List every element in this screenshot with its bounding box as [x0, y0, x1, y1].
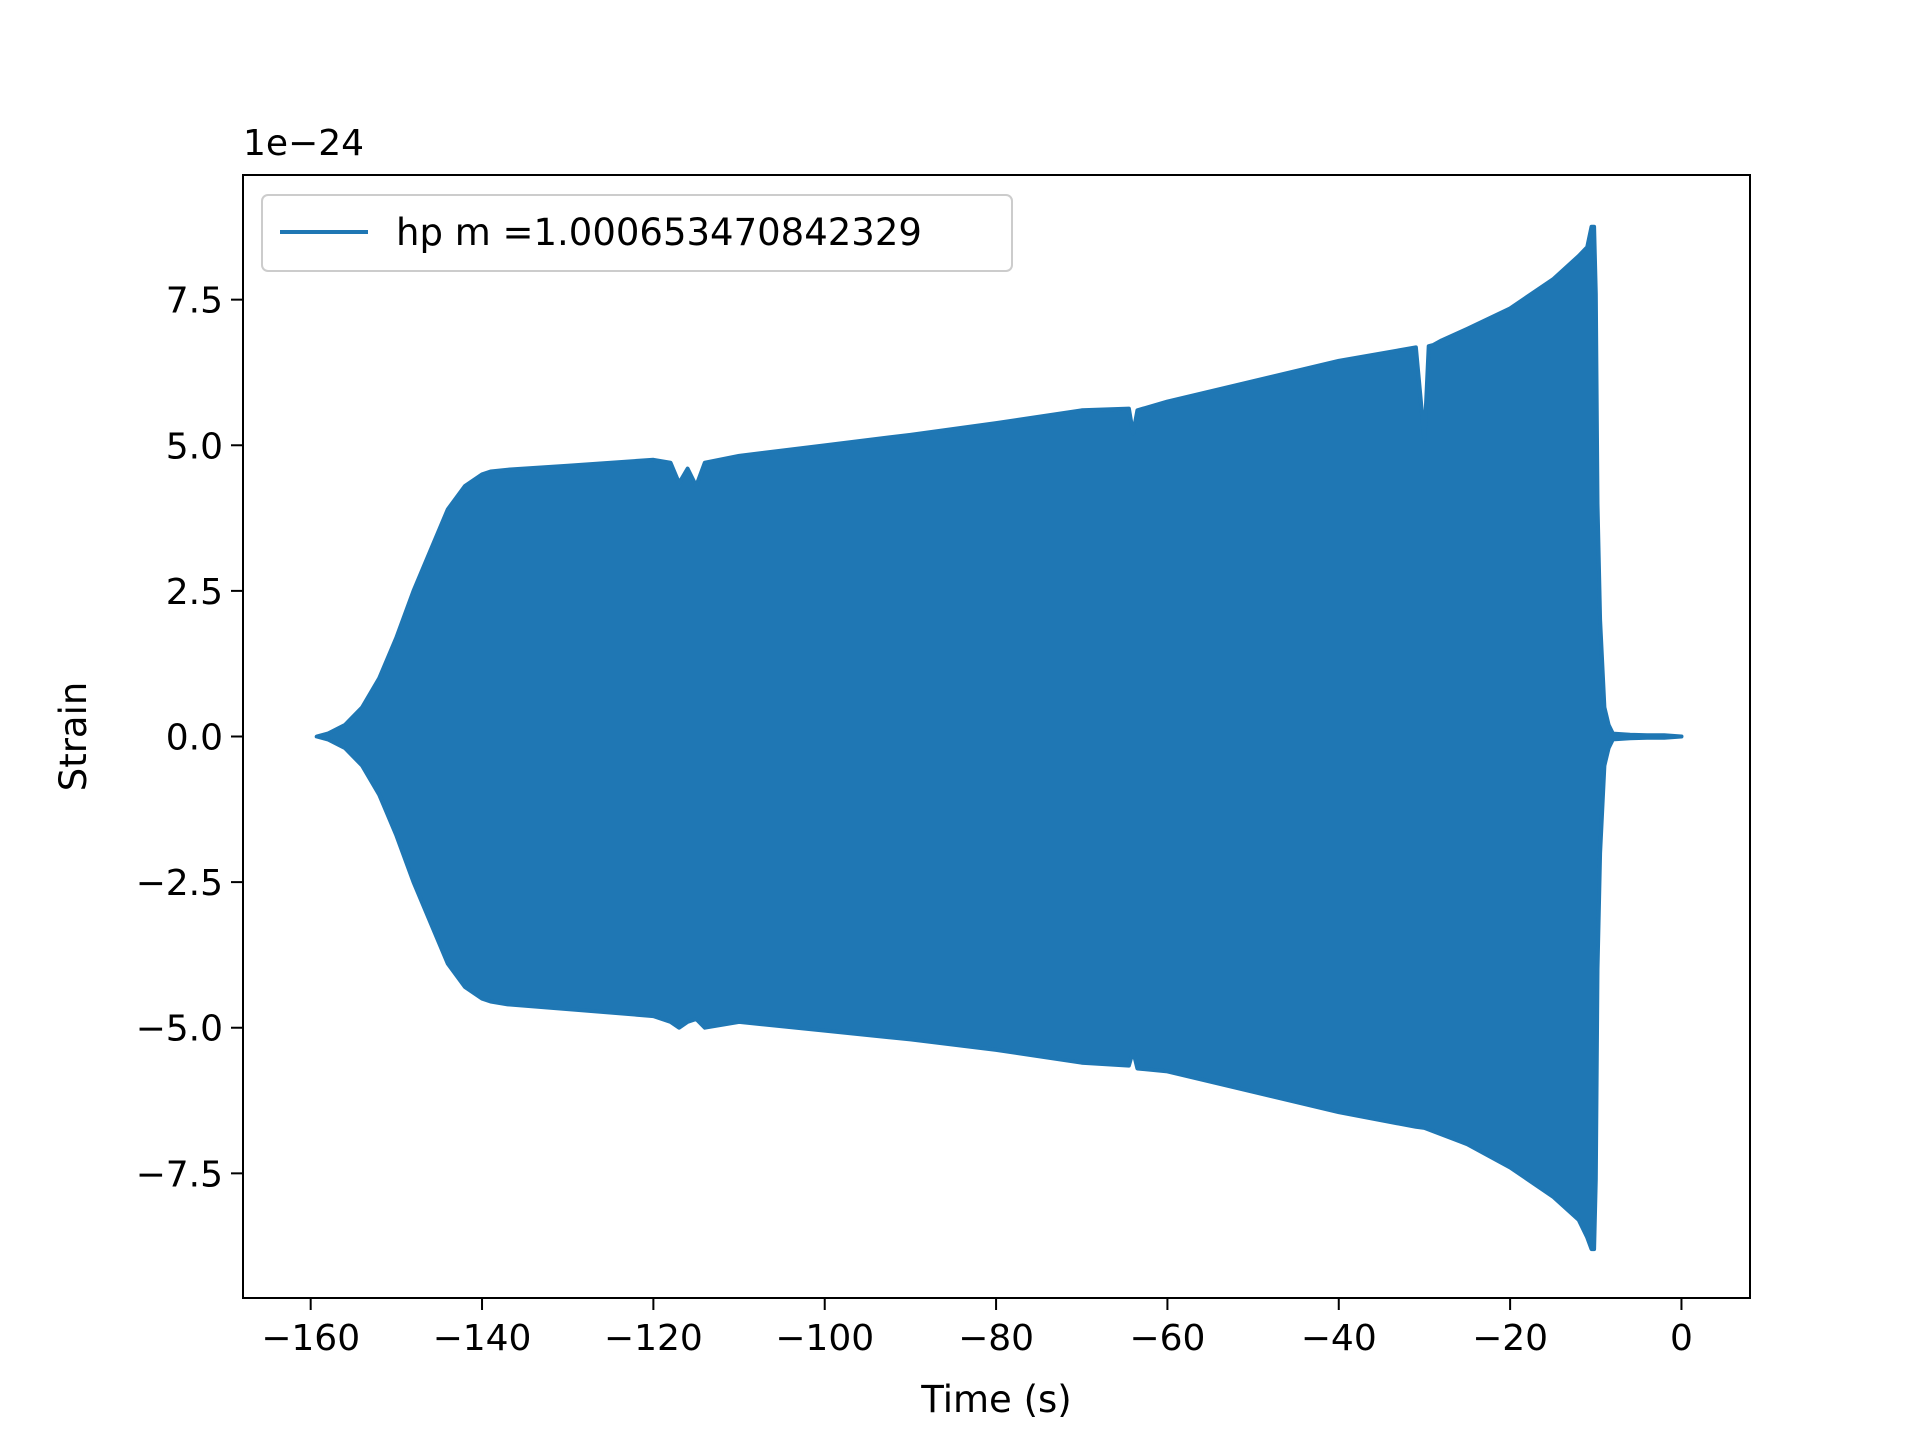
y-tick-label: −5.0: [136, 1009, 223, 1050]
y-tick-label: 7.5: [166, 281, 223, 322]
x-tick-label: −160: [261, 1318, 360, 1359]
x-tick-label: −40: [1301, 1318, 1377, 1359]
waveform-series: [314, 224, 1684, 1252]
x-tick-label: −140: [433, 1318, 532, 1359]
x-tick-label: 0: [1670, 1318, 1693, 1359]
plot-area: [314, 224, 1684, 1252]
y-tick-label: 2.5: [166, 572, 223, 613]
y-axis-label: Strain: [52, 682, 95, 792]
y-tick-label: −7.5: [136, 1154, 223, 1195]
x-axis-ticks: −160 −140 −120 −100 −80 −60 −40 −20 0: [261, 1298, 1693, 1359]
y-offset-label: 1e−24: [243, 123, 364, 164]
legend-box: [261, 194, 1013, 272]
axes-frame: [242, 174, 1751, 1299]
legend-entry-label: hp m =1.000653470842329: [396, 211, 922, 254]
x-tick-label: −100: [775, 1318, 874, 1359]
x-tick-label: −60: [1129, 1318, 1205, 1359]
y-axis-ticks: −7.5 −5.0 −2.5 0.0 2.5 5.0 7.5: [136, 281, 243, 1195]
y-tick-label: 5.0: [166, 426, 223, 467]
x-tick-label: −20: [1472, 1318, 1548, 1359]
x-tick-label: −80: [958, 1318, 1034, 1359]
x-tick-label: −120: [604, 1318, 703, 1359]
y-tick-label: 0.0: [166, 718, 223, 759]
x-axis-label: Time (s): [920, 1378, 1071, 1421]
legend: hp m =1.000653470842329: [261, 194, 1013, 272]
y-tick-label: −2.5: [136, 863, 223, 904]
